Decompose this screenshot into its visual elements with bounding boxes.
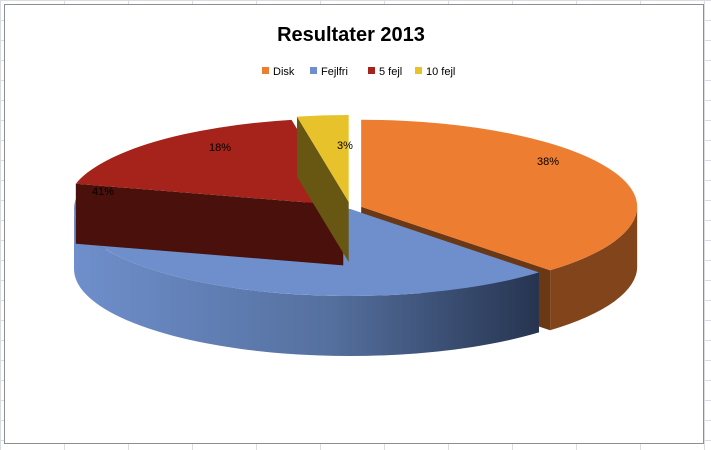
slice-top [75, 119, 344, 206]
pie-slice-10-fejl [296, 115, 349, 263]
chart-area[interactable]: Resultater 2013 Disk Fejlfri 5 fejl 10 fejl… [4, 4, 704, 444]
legend-swatch [262, 67, 269, 74]
legend-item-fejlfri: Fejlfri [310, 66, 348, 78]
slice-side [75, 183, 344, 266]
slice-side [74, 209, 539, 356]
legend-swatch [415, 67, 422, 74]
legend-swatch [310, 67, 317, 74]
legend-item-disk: Disk [262, 66, 295, 78]
legend-label: 10 fejl [426, 66, 455, 78]
legend-label: 5 fejl [379, 66, 402, 78]
data-label-fejlfri: 41% [92, 186, 114, 198]
legend-item-10-fejl: 10 fejl [415, 66, 455, 78]
slice-side [296, 116, 349, 263]
slice-top [361, 119, 638, 271]
data-labels: 38% 41% 18% 3% [92, 140, 559, 198]
chart-title: Resultater 2013 [277, 24, 425, 46]
slice-top [296, 115, 349, 203]
legend-label: Disk [273, 66, 295, 78]
pie-slices [74, 115, 638, 356]
data-label-disk: 38% [537, 156, 559, 168]
legend: Disk Fejlfri 5 fejl 10 fejl [262, 66, 455, 78]
slice-side [550, 206, 638, 331]
legend-item-5-fejl: 5 fejl [368, 66, 402, 78]
pie-chart: Resultater 2013 Disk Fejlfri 5 fejl 10 fejl… [74, 24, 638, 356]
legend-label: Fejlfri [321, 66, 348, 78]
data-label-5-fejl: 18% [209, 142, 231, 154]
data-label-10-fejl: 3% [337, 140, 353, 152]
legend-swatch [368, 67, 375, 74]
